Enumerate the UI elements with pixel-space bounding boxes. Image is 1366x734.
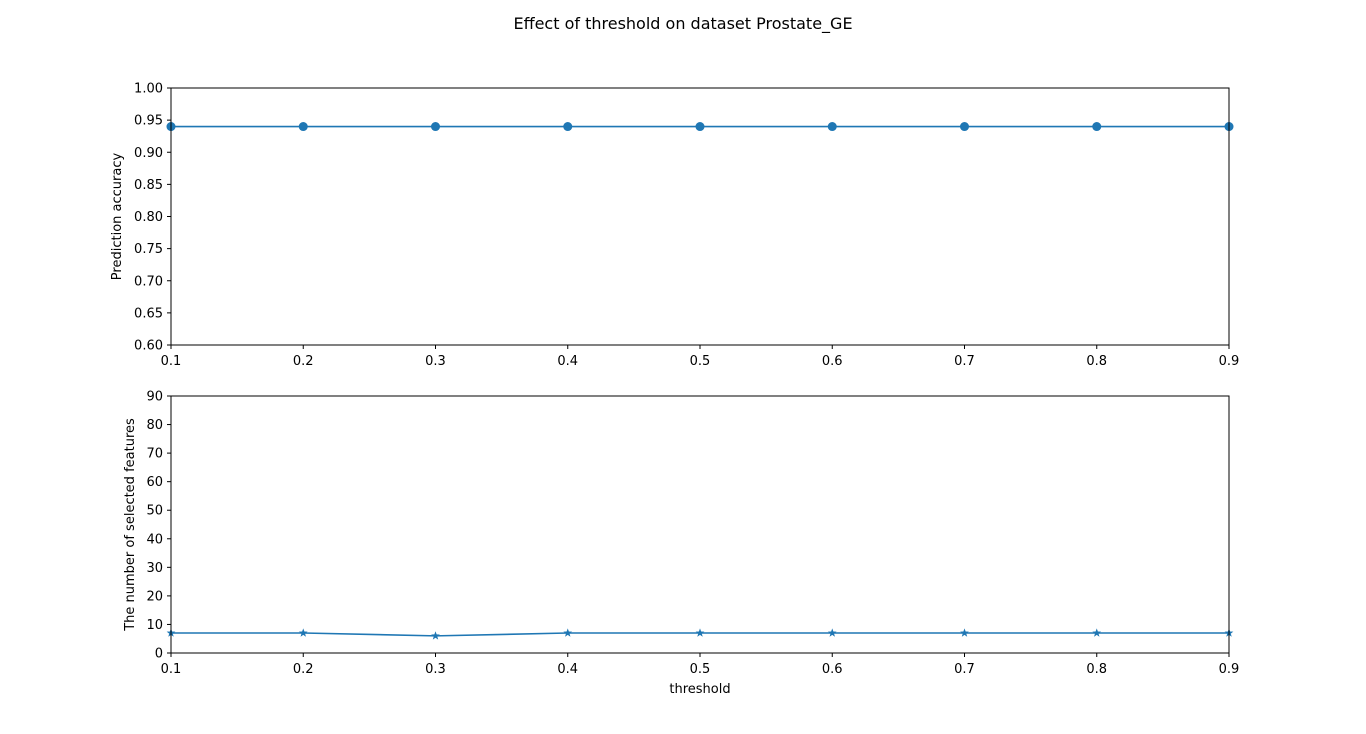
accuracy-data-point — [695, 122, 705, 132]
features-y-tick-label: 30 — [146, 561, 163, 576]
features-axes-frame — [170, 395, 1230, 654]
features-x-tick-label: 0.3 — [425, 662, 446, 677]
accuracy-x-tick-label: 0.1 — [161, 354, 182, 369]
features-data-point — [695, 628, 705, 637]
accuracy-x-tick-label: 0.6 — [822, 354, 843, 369]
accuracy-y-tick-label: 0.75 — [134, 242, 163, 257]
features-x-tick-label: 0.6 — [822, 662, 843, 677]
accuracy-data-point — [827, 122, 837, 132]
features-y-tick-label: 70 — [146, 447, 163, 462]
features-y-tick-label: 60 — [146, 475, 163, 490]
accuracy-data-point — [298, 122, 308, 132]
features-y-tick-label: 90 — [146, 390, 163, 405]
features-data-point — [1092, 628, 1102, 637]
features-data-point — [298, 628, 308, 637]
accuracy-data-point — [431, 122, 440, 132]
accuracy-y-tick-label: 0.65 — [134, 306, 163, 321]
accuracy-x-tick-label: 0.5 — [690, 354, 711, 369]
accuracy-x-tick-label: 0.9 — [1219, 354, 1240, 369]
accuracy-y-axis-label: Prediction accuracy — [110, 153, 125, 281]
accuracy-x-tick-label: 0.2 — [293, 354, 314, 369]
features-x-tick-label: 0.2 — [293, 662, 314, 677]
features-data-point — [431, 631, 440, 640]
accuracy-subplot: 0.1 0.2 0.3 0.4 0.5 0.6 0.7 0.8 0.9 0.60 0.65 0.70 0… — [110, 82, 1239, 370]
accuracy-x-tick-label: 0.4 — [557, 354, 578, 369]
accuracy-y-tick-label: 0.80 — [134, 210, 163, 225]
features-x-tick-label: 0.1 — [161, 662, 182, 677]
accuracy-x-tick-label: 0.7 — [954, 354, 975, 369]
features-data-point — [563, 628, 573, 637]
features-y-tick-label: 20 — [146, 589, 163, 604]
features-y-tick-label: 0 — [155, 647, 163, 662]
accuracy-data-point — [1092, 122, 1102, 132]
features-x-axis-label: threshold — [669, 682, 730, 697]
features-y-tick-label: 10 — [146, 618, 163, 633]
features-x-tick-label: 0.5 — [690, 662, 711, 677]
features-y-tick-label: 40 — [146, 532, 163, 547]
accuracy-data-point — [563, 122, 573, 132]
features-y-axis-label: The number of selected features — [123, 418, 138, 632]
accuracy-y-tick-label: 0.95 — [134, 114, 163, 129]
accuracy-y-tick-label: 0.60 — [134, 339, 163, 354]
accuracy-y-tick-label: 1.00 — [134, 82, 163, 97]
features-subplot: 0.1 0.2 0.3 0.4 0.5 0.6 0.7 0.8 0.9 0 10 20 30 40 50 60… — [123, 390, 1239, 698]
features-data-point — [827, 628, 837, 637]
accuracy-data-point — [960, 122, 969, 132]
accuracy-x-tick-label: 0.3 — [425, 354, 446, 369]
figure-title: Effect of threshold on dataset Prostate_… — [513, 14, 852, 34]
accuracy-y-tick-label: 0.70 — [134, 274, 163, 289]
features-data-point — [960, 628, 969, 637]
features-x-tick-label: 0.8 — [1086, 662, 1107, 677]
accuracy-y-tick-label: 0.90 — [134, 146, 163, 161]
features-x-tick-label: 0.7 — [954, 662, 975, 677]
accuracy-axes-frame — [170, 87, 1230, 346]
accuracy-y-tick-label: 0.85 — [134, 178, 163, 193]
accuracy-x-tick-label: 0.8 — [1086, 354, 1107, 369]
features-x-tick-label: 0.9 — [1219, 662, 1240, 677]
features-x-tick-label: 0.4 — [557, 662, 578, 677]
features-y-tick-label: 50 — [146, 504, 163, 519]
features-y-tick-label: 80 — [146, 418, 163, 433]
